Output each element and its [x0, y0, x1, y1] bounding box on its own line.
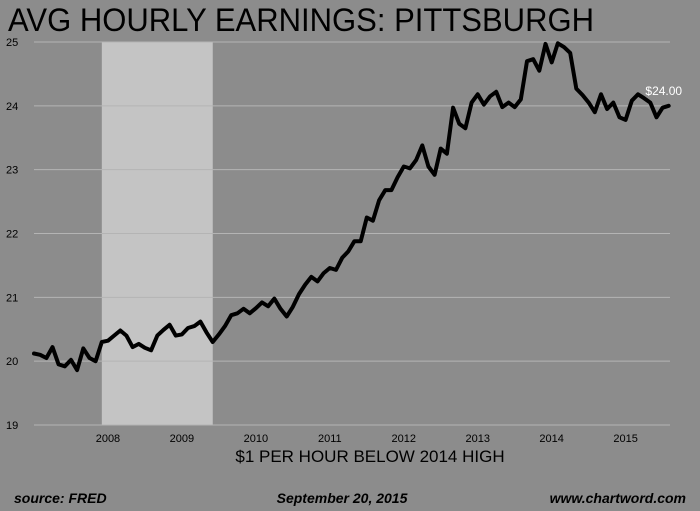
y-tick-label: 21 — [6, 292, 18, 304]
x-tick-label: 2012 — [392, 433, 416, 445]
site-label: www.chartword.com — [550, 490, 686, 506]
y-tick-label: 23 — [6, 165, 18, 177]
x-tick-label: 2013 — [465, 433, 489, 445]
gridlines — [34, 41, 670, 426]
x-tick-label: 2015 — [613, 433, 637, 445]
end-value-label: $24.00 — [645, 84, 682, 98]
chart-subtitle: $1 PER HOUR BELOW 2014 HIGH — [235, 447, 504, 466]
y-tick-label: 22 — [6, 229, 18, 241]
x-tick-label: 2010 — [244, 433, 268, 445]
chart-title: AVG HOURLY EARNINGS: PITTSBURGH — [8, 2, 594, 38]
y-tick-label: 19 — [6, 420, 18, 432]
y-tick-labels: 19 20 21 22 23 24 25 — [6, 37, 18, 432]
earnings-series-line — [32, 41, 671, 373]
x-tick-label: 2008 — [96, 433, 120, 445]
x-tick-label: 2011 — [318, 433, 342, 445]
x-tick-labels: 2008 2009 2010 2011 2012 2013 2014 2015 — [96, 433, 638, 445]
y-tick-label: 24 — [6, 101, 18, 113]
x-tick-label: 2014 — [539, 433, 563, 445]
x-tick-label: 2009 — [170, 433, 194, 445]
y-tick-label: 20 — [6, 356, 18, 368]
y-tick-label: 25 — [6, 37, 18, 49]
date-label: September 20, 2015 — [277, 490, 408, 506]
source-label: source: FRED — [14, 490, 107, 506]
